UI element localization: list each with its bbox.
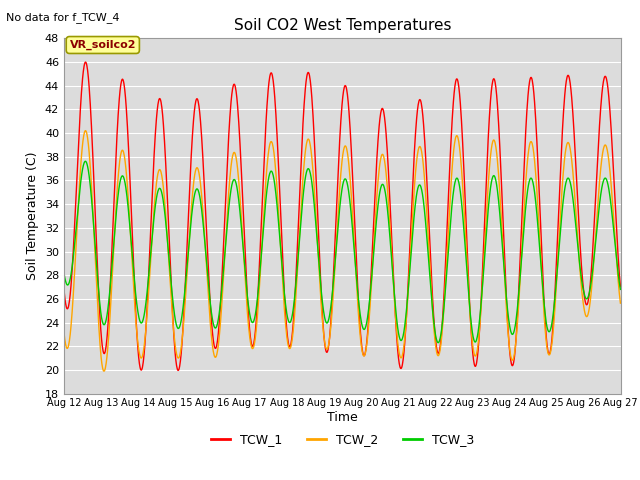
X-axis label: Time: Time bbox=[327, 411, 358, 424]
Legend: TCW_1, TCW_2, TCW_3: TCW_1, TCW_2, TCW_3 bbox=[206, 428, 479, 451]
Y-axis label: Soil Temperature (C): Soil Temperature (C) bbox=[26, 152, 39, 280]
Text: No data for f_TCW_4: No data for f_TCW_4 bbox=[6, 12, 120, 23]
Title: Soil CO2 West Temperatures: Soil CO2 West Temperatures bbox=[234, 18, 451, 33]
Text: VR_soilco2: VR_soilco2 bbox=[70, 40, 136, 50]
